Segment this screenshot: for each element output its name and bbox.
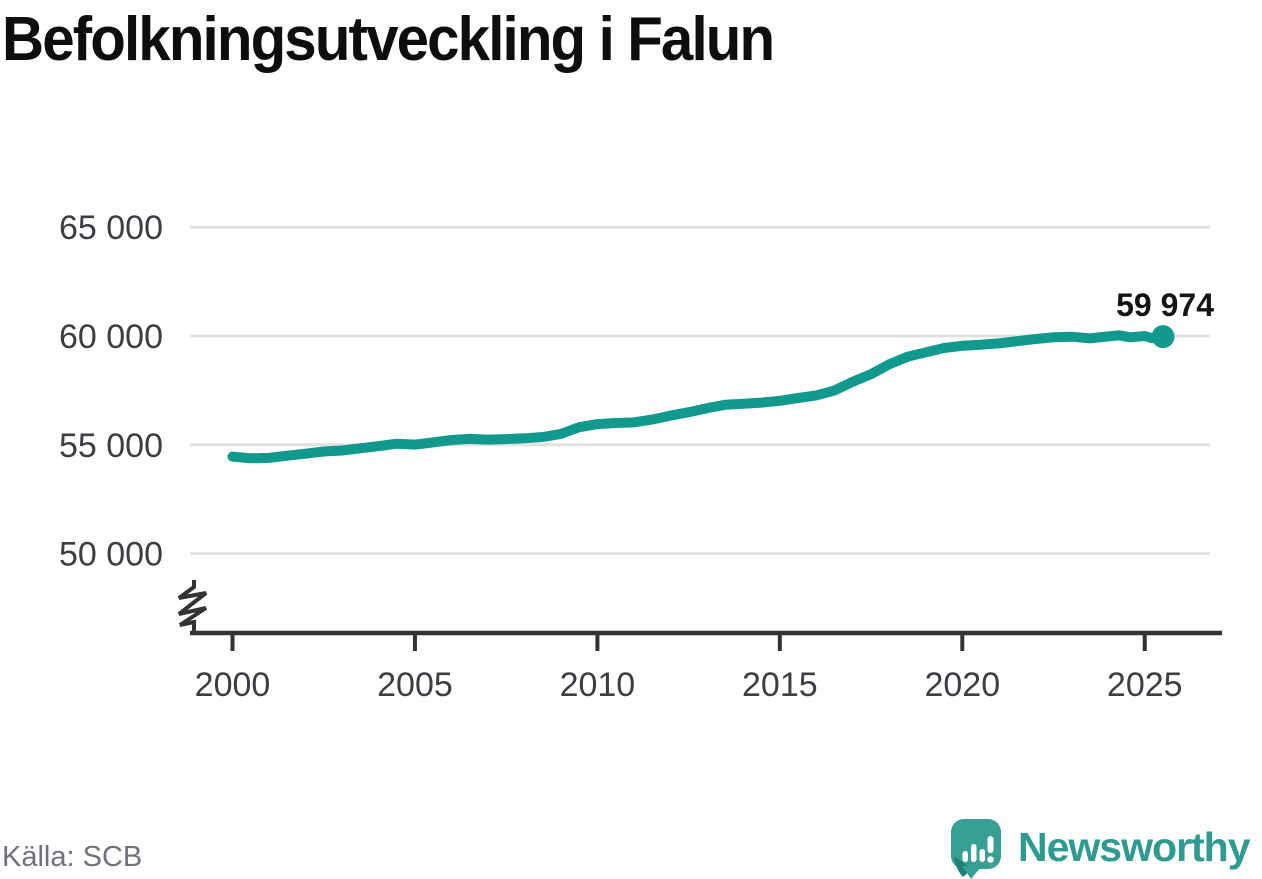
x-axis-labels: 2000 2005 2010 2015 2020 2025 (195, 666, 1183, 704)
newsworthy-logo: Newsworthy (950, 818, 1262, 879)
page-title: Befolkningsutveckling i Falun (2, 5, 775, 74)
source-note: Källa: SCB (2, 841, 143, 873)
logo-wordmark: Newsworthy (1018, 824, 1250, 870)
axis-break-icon (177, 580, 208, 633)
end-value-label: 59 974 (1116, 287, 1214, 323)
y-tick-label: 65 000 (59, 209, 163, 247)
gridlines (190, 225, 1210, 556)
y-tick-label: 55 000 (59, 427, 163, 465)
x-tick-label: 2015 (742, 666, 818, 704)
x-tick-label: 2005 (377, 666, 453, 704)
y-axis-labels: 65 000 60 000 55 000 50 000 (59, 209, 163, 573)
y-tick-label: 50 000 (59, 536, 163, 574)
y-tick-label: 60 000 (59, 318, 163, 356)
x-tick-label: 2025 (1107, 666, 1183, 704)
x-axis: 2000 2005 2010 2015 2020 2025 (177, 580, 1222, 704)
population-line (227, 330, 1168, 464)
x-tick-label: 2000 (195, 666, 271, 704)
newsworthy-bubble-chart-icon (951, 818, 1001, 879)
series-group (227, 325, 1175, 464)
x-tick-label: 2020 (924, 666, 1000, 704)
end-point-dot (1151, 325, 1175, 349)
x-tick-label: 2010 (560, 666, 636, 704)
x-tick-marks (230, 633, 1147, 651)
